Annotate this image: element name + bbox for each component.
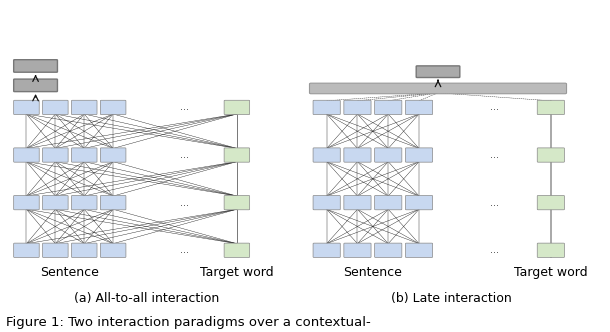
FancyBboxPatch shape (71, 100, 97, 115)
Text: Figure 1: Two interaction paradigms over a contextual-: Figure 1: Two interaction paradigms over… (6, 316, 371, 329)
FancyBboxPatch shape (375, 100, 402, 115)
FancyBboxPatch shape (101, 100, 126, 115)
FancyBboxPatch shape (344, 148, 371, 162)
FancyBboxPatch shape (101, 148, 126, 162)
Text: ...: ... (180, 198, 188, 208)
FancyBboxPatch shape (406, 196, 432, 210)
Text: Target word: Target word (514, 266, 587, 279)
Text: ...: ... (490, 102, 500, 113)
Text: ...: ... (490, 150, 500, 160)
FancyBboxPatch shape (375, 148, 402, 162)
FancyBboxPatch shape (344, 243, 371, 257)
FancyBboxPatch shape (224, 196, 249, 210)
FancyBboxPatch shape (416, 66, 460, 77)
FancyBboxPatch shape (71, 148, 97, 162)
Text: ...: ... (180, 150, 188, 160)
FancyBboxPatch shape (13, 243, 39, 257)
Text: Sentence: Sentence (343, 266, 402, 279)
FancyBboxPatch shape (537, 196, 564, 210)
FancyBboxPatch shape (101, 196, 126, 210)
FancyBboxPatch shape (13, 148, 39, 162)
FancyBboxPatch shape (406, 100, 432, 115)
FancyBboxPatch shape (13, 100, 39, 115)
FancyBboxPatch shape (406, 148, 432, 162)
Text: (a) All-to-all interaction: (a) All-to-all interaction (74, 292, 219, 305)
FancyBboxPatch shape (101, 243, 126, 257)
Text: Target word: Target word (200, 266, 274, 279)
FancyBboxPatch shape (313, 196, 340, 210)
Text: Sentence: Sentence (40, 266, 99, 279)
FancyBboxPatch shape (224, 100, 249, 115)
FancyBboxPatch shape (71, 196, 97, 210)
FancyBboxPatch shape (344, 100, 371, 115)
FancyBboxPatch shape (43, 243, 68, 257)
FancyBboxPatch shape (375, 243, 402, 257)
Text: ...: ... (490, 245, 500, 255)
FancyBboxPatch shape (344, 196, 371, 210)
FancyBboxPatch shape (224, 243, 249, 257)
FancyBboxPatch shape (313, 243, 340, 257)
FancyBboxPatch shape (43, 148, 68, 162)
FancyBboxPatch shape (13, 79, 57, 92)
FancyBboxPatch shape (43, 196, 68, 210)
FancyBboxPatch shape (43, 100, 68, 115)
FancyBboxPatch shape (537, 100, 564, 115)
FancyBboxPatch shape (537, 148, 564, 162)
FancyBboxPatch shape (224, 148, 249, 162)
FancyBboxPatch shape (406, 243, 432, 257)
Text: ...: ... (180, 245, 188, 255)
Text: ...: ... (490, 198, 500, 208)
Text: ...: ... (180, 102, 188, 113)
FancyBboxPatch shape (13, 196, 39, 210)
FancyBboxPatch shape (13, 60, 57, 72)
FancyBboxPatch shape (71, 243, 97, 257)
FancyBboxPatch shape (309, 83, 567, 94)
FancyBboxPatch shape (537, 243, 564, 257)
FancyBboxPatch shape (313, 148, 340, 162)
FancyBboxPatch shape (313, 100, 340, 115)
FancyBboxPatch shape (375, 196, 402, 210)
Text: (b) Late interaction: (b) Late interaction (391, 292, 512, 305)
